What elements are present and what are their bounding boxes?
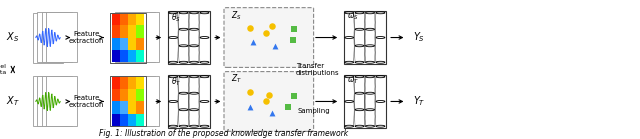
Bar [112,77,120,89]
Point [289,95,300,97]
Bar [128,38,136,50]
Text: $X_S$: $X_S$ [6,31,19,44]
Point [248,41,258,43]
Text: Feature
extraction: Feature extraction [68,95,104,108]
Bar [112,25,120,38]
Bar [46,12,77,62]
Bar [128,77,136,89]
Bar [120,76,155,126]
Point [264,93,274,96]
Bar [124,12,159,62]
Bar [344,11,385,64]
Bar [168,75,209,128]
Bar [124,76,159,126]
Text: Fig. 1: Illustration of the proposed knowledge transfer framework: Fig. 1: Illustration of the proposed kno… [99,129,349,138]
Bar [120,12,155,62]
Bar [136,77,145,89]
Text: Parallel
data: Parallel data [0,64,6,75]
Text: Feature
extraction: Feature extraction [68,31,104,44]
Bar [136,50,145,62]
Bar [111,76,146,126]
Bar [33,13,63,63]
Point [244,106,255,108]
Point [244,27,255,29]
Point [260,32,271,34]
Bar [136,101,145,114]
Bar [128,89,136,101]
Bar [115,76,150,126]
Text: $Y_S$: $Y_S$ [413,31,425,44]
Bar [112,89,120,101]
Bar [120,114,128,126]
Bar [128,50,136,62]
Bar [120,101,128,114]
Bar [111,76,146,126]
Bar [120,25,128,38]
Point [267,111,277,114]
Point [289,28,300,30]
Text: $Z_S$: $Z_S$ [231,9,242,22]
Bar [46,76,77,126]
Bar [33,76,63,126]
Bar [37,76,68,126]
Text: $\theta_T$: $\theta_T$ [170,76,181,88]
Bar [136,13,145,25]
FancyBboxPatch shape [224,8,314,67]
Bar [136,89,145,101]
Bar [42,76,72,126]
Bar [111,13,146,63]
Point [270,45,280,47]
Point [288,39,298,41]
Bar [37,12,68,62]
Bar [136,114,145,126]
Point [267,25,277,28]
Point [283,106,293,108]
Bar [128,114,136,126]
Bar [136,38,145,50]
Point [244,91,255,93]
Bar [120,13,128,25]
Text: $X_T$: $X_T$ [6,95,20,108]
Text: Sampling: Sampling [298,108,330,114]
Text: $\omega_S$: $\omega_S$ [347,12,358,22]
Bar [112,38,120,50]
Bar [344,75,385,128]
Bar [168,11,209,64]
Bar [42,12,72,62]
Text: $\omega_T$: $\omega_T$ [347,76,358,86]
Bar [115,12,150,62]
Text: $Y_T$: $Y_T$ [413,95,426,108]
Point [260,100,271,103]
Bar [128,25,136,38]
Bar [112,114,120,126]
Bar [112,101,120,114]
Bar [120,50,128,62]
Bar [111,13,146,63]
Bar [120,89,128,101]
Bar [112,13,120,25]
Text: Transfer
distributions: Transfer distributions [296,63,339,76]
FancyBboxPatch shape [224,72,314,131]
Bar [112,50,120,62]
Bar [120,38,128,50]
Bar [136,25,145,38]
Bar [128,101,136,114]
Text: $\theta_S$: $\theta_S$ [170,12,180,24]
Text: $Z_T$: $Z_T$ [231,73,242,85]
Bar [128,13,136,25]
Bar [120,77,128,89]
